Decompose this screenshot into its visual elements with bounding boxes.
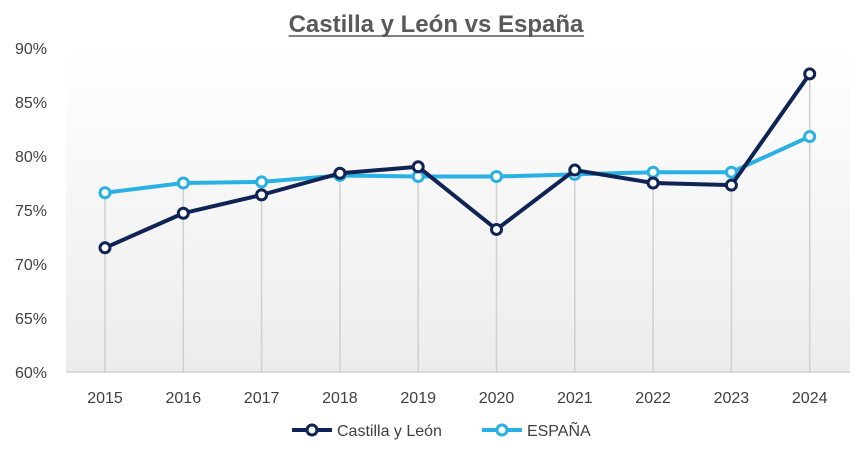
legend-swatch-marker (495, 423, 509, 437)
data-point (724, 165, 738, 179)
legend-item: Castilla y León (292, 423, 442, 440)
legend-item: ESPAÑA (481, 420, 591, 440)
legend: Castilla y León ESPAÑA (292, 420, 591, 440)
data-point (490, 222, 503, 236)
data-point (255, 175, 269, 189)
data-point (803, 130, 817, 144)
x-tick-label: 2015 (87, 390, 123, 407)
chart-title: Castilla y León vs España (289, 11, 584, 38)
y-tick-label: 75% (15, 203, 47, 220)
legend-label: ESPAÑA (527, 420, 591, 440)
series-line (103, 71, 812, 250)
data-point (646, 165, 660, 179)
series-castilla-y-leon (98, 67, 817, 255)
x-tick-label: 2018 (322, 390, 358, 407)
legend-label: Castilla y León (337, 423, 442, 440)
y-tick-label: 85% (15, 95, 47, 112)
data-point (98, 186, 112, 200)
data-point (803, 67, 817, 81)
series-line (103, 134, 812, 195)
x-tick-label: 2017 (244, 390, 280, 407)
x-tick-label: 2023 (714, 390, 750, 407)
x-tick-label: 2024 (792, 390, 828, 407)
data-point (411, 160, 425, 174)
x-tick-label: 2021 (557, 390, 593, 407)
data-point (176, 176, 190, 190)
y-tick-label: 90% (15, 41, 47, 58)
y-tick-label: 65% (15, 311, 47, 328)
x-tick-label: 2019 (400, 390, 436, 407)
data-point (98, 241, 112, 255)
data-point (724, 178, 738, 192)
data-point (333, 166, 347, 180)
legend-swatch-marker (305, 423, 319, 437)
data-point (255, 188, 269, 202)
data-point (490, 170, 503, 184)
y-tick-label: 80% (15, 149, 47, 166)
x-tick-label: 2020 (479, 390, 515, 407)
y-tick-label: 60% (15, 365, 47, 382)
x-tick-label: 2022 (635, 390, 671, 407)
data-point (646, 176, 660, 190)
data-point (176, 206, 190, 220)
data-point (568, 163, 582, 177)
x-tick-label: 2016 (166, 390, 202, 407)
y-tick-label: 70% (15, 257, 47, 274)
